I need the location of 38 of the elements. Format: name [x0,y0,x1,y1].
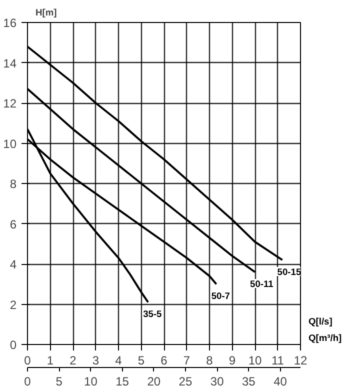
y-tick-label: 8 [10,177,17,191]
x2-tick-label: 0 [24,374,32,388]
x-tick-label: 5 [138,354,145,368]
y-tick-label: 2 [10,298,17,312]
x2-tick-label: 35 [242,374,256,388]
series-label: 50-15 [277,266,302,277]
x2-tick-label: 30 [210,374,224,388]
y-tick-label: 10 [3,136,17,151]
x-tick-label: 11 [272,354,284,368]
series-label: 35-5 [143,309,162,320]
x-tick-label: 1 [46,354,54,368]
y-tick-label: 16 [3,16,17,30]
x-tick-label: 12 [294,354,308,368]
x2-tick-label: 15 [116,374,130,388]
x-tick-label: 10 [248,354,262,368]
x-tick-label: 0 [24,354,32,368]
y-tick-label: 12 [3,96,17,110]
x-tick-label: 3 [92,354,100,368]
y-tick-label: 6 [10,217,17,232]
x2-tick-label: 5 [56,374,63,388]
y-tick-label: 4 [10,258,17,272]
x-tick-label: 2 [70,354,77,368]
y-tick-label: 0 [10,338,17,352]
x-tick-label: 8 [206,354,214,368]
x-axis-title: Q[l/s] [308,316,332,326]
x2-tick-label: 10 [84,374,98,388]
x2-tick-label: 25 [178,374,192,388]
x-tick-label: 7 [183,354,190,368]
x2-tick-label: 20 [147,374,161,388]
y-tick-label: 14 [3,56,17,70]
y-axis-title: H[m] [36,8,57,18]
x-tick-label: 6 [160,354,168,368]
x-tick-label: 4 [115,354,122,368]
x2-tick-label: 40 [274,374,288,388]
series-label: 50-11 [250,279,274,290]
x-tick-label: 9 [228,354,236,368]
x2-axis-title: Q[m³/h] [308,332,342,343]
series-label: 50-7 [211,291,230,302]
